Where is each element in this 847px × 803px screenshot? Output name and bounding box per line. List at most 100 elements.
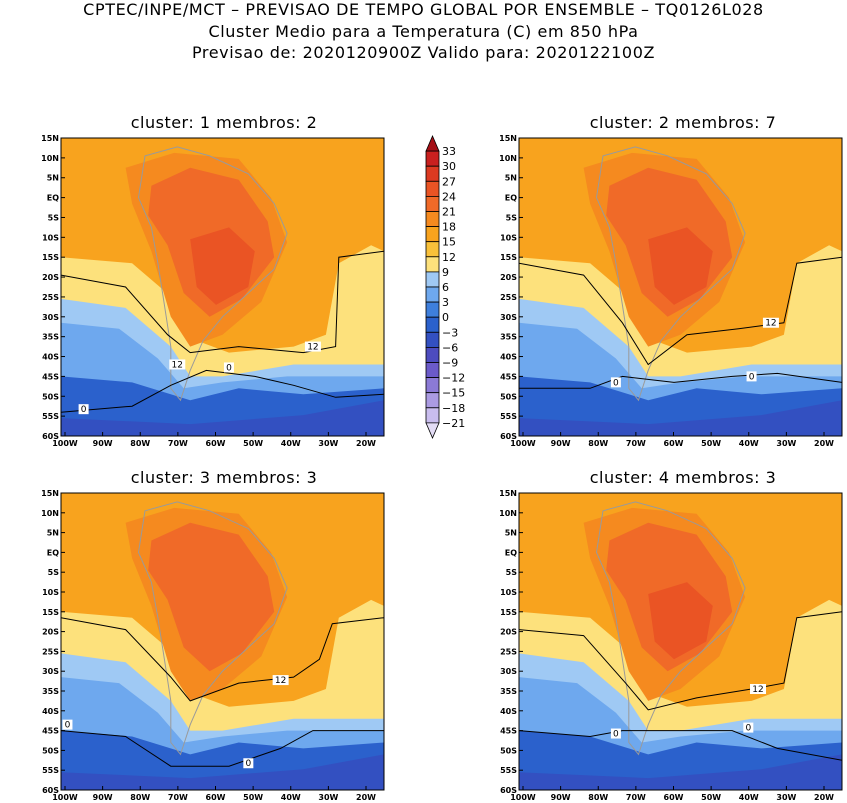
colorbar-label: 15 — [442, 236, 456, 249]
lat-tick-label: 50S — [42, 746, 59, 755]
lon-tick-label: 40W — [281, 439, 301, 448]
lon-tick-label: 20W — [814, 439, 834, 448]
colorbar-label: 0 — [442, 311, 449, 324]
lat-tick-label: 10N — [499, 154, 517, 163]
lat-tick-label: 60S — [42, 786, 59, 795]
lat-tick-label: 35S — [42, 687, 59, 696]
colorbar-cell — [425, 377, 440, 394]
lat-tick-label: 45S — [42, 372, 59, 381]
lon-tick-label: 80W — [130, 793, 150, 802]
lat-tick-label: 15N — [41, 134, 59, 143]
header-line-1: CPTEC/INPE/MCT – PREVISAO DE TEMPO GLOBA… — [83, 0, 764, 19]
lon-tick-label: 80W — [588, 793, 608, 802]
lat-tick-label: EQ — [505, 194, 517, 203]
colorbar-cell — [425, 346, 440, 363]
lat-tick-label: 5N — [505, 174, 517, 183]
lat-tick-label: 15N — [499, 134, 517, 143]
panel-4-title: cluster: 4 membros: 3 — [589, 468, 777, 487]
lon-tick-label: 70W — [168, 439, 188, 448]
contour-label: 0 — [613, 378, 619, 388]
colorbar-cell — [425, 165, 440, 182]
colorbar-cell — [425, 195, 440, 212]
colorbar-cell — [425, 407, 440, 424]
map-panel-4: 12 0 0 15N 10N 5N EQ 5S 10S 15S 20S 25S 30S 35S 40S 45S… — [499, 489, 843, 802]
lat-tick-label: 30S — [42, 667, 59, 676]
lat-tick-label: 20S — [42, 628, 59, 637]
lon-tick-label: 60W — [206, 793, 226, 802]
lon-tick-label: 100W — [52, 793, 78, 802]
colorbar-label: 6 — [442, 281, 449, 294]
lat-tick-label: 45S — [500, 727, 517, 736]
contour-label: 0 — [245, 759, 251, 769]
lat-tick-label: 50S — [500, 392, 517, 401]
contour-12 — [519, 256, 842, 366]
header-line-2: Cluster Medio para a Temperatura (C) em … — [208, 22, 639, 41]
lat-tick-label: 5S — [506, 213, 518, 222]
lat-tick-label: EQ — [47, 548, 59, 557]
colorbar-label: −6 — [442, 341, 458, 354]
colorbar-label: 27 — [442, 175, 456, 188]
contour-label: 12 — [172, 360, 183, 370]
lat-tick-label: 5S — [48, 568, 60, 577]
lat-tick-label: 15S — [500, 608, 517, 617]
lat-tick-label: 40S — [42, 353, 59, 362]
lon-tick-label: 50W — [701, 439, 721, 448]
colorbar-label: 12 — [442, 251, 456, 264]
field-21-band — [148, 522, 275, 672]
lon-tick-label: 20W — [356, 439, 376, 448]
continent-outline — [595, 146, 746, 402]
colorbar-label: 9 — [442, 266, 449, 279]
lat-tick-label: 5N — [47, 529, 59, 538]
lat-tick-label: 5S — [506, 568, 518, 577]
lon-tick-label: 60W — [206, 439, 226, 448]
lat-tick-label: 55S — [42, 766, 59, 775]
panel-frame — [518, 137, 843, 437]
lat-tick-label: 25S — [42, 647, 59, 656]
lat-tick-label: 20S — [500, 273, 517, 282]
colorbar-label: −3 — [442, 326, 458, 339]
lon-tick-label: 70W — [168, 793, 188, 802]
lat-tick-label: 5N — [47, 174, 59, 183]
colorbar-label: 18 — [442, 221, 456, 234]
colorbar-cell — [425, 241, 440, 258]
lon-tick-label: 90W — [93, 439, 113, 448]
map-panel-3: 12 0 0 15N 10N 5N EQ 5S 10S 15S 20S 25S 30S 35S 40S 45S… — [41, 489, 385, 802]
lat-tick-label: 25S — [42, 293, 59, 302]
lat-tick-label: 60S — [42, 432, 59, 441]
field-24-band — [648, 227, 713, 305]
lon-tick-label: 30W — [318, 439, 338, 448]
lat-tick-label: 5S — [48, 213, 60, 222]
colorbar-cell — [425, 271, 440, 288]
lat-tick-label: 40S — [42, 707, 59, 716]
lat-tick-label: 10S — [500, 233, 517, 242]
colorbar-label: 30 — [442, 160, 456, 173]
lat-tick-label: 45S — [500, 372, 517, 381]
lon-tick-label: 80W — [588, 439, 608, 448]
header-line-3: Previsao de: 2020120900Z Valido para: 20… — [191, 43, 656, 62]
contour-label: 12 — [307, 343, 318, 353]
lat-tick-label: 45S — [42, 727, 59, 736]
lat-tick-label: 40S — [500, 707, 517, 716]
lon-tick-label: 60W — [664, 793, 684, 802]
lon-tick-label: 30W — [318, 793, 338, 802]
lat-tick-label: 35S — [500, 333, 517, 342]
contour-label: 0 — [226, 363, 232, 373]
field-minus3-band — [61, 754, 384, 790]
contour-0 — [61, 369, 384, 413]
colorbar-label: −12 — [442, 372, 465, 385]
lat-tick-label: 40S — [500, 353, 517, 362]
lat-tick-label: 5N — [505, 529, 517, 538]
continent-outline — [137, 146, 288, 402]
map-panel-1: 12 12 0 0 15N 10N 5N EQ 5S 10S 15S 20S 25S 30S 35S 40S 4… — [41, 134, 385, 448]
colorbar-label: −9 — [442, 357, 458, 370]
panel-frame — [60, 492, 385, 791]
map-panel-2: 12 0 0 15N 10N 5N EQ 5S 10S 15S 20S 25S 30S 35S 40S 45S… — [499, 134, 843, 448]
lon-tick-label: 40W — [739, 793, 759, 802]
lon-tick-label: 40W — [739, 439, 759, 448]
colorbar-cell — [425, 150, 440, 167]
lon-tick-label: 30W — [776, 793, 796, 802]
lat-tick-label: 10S — [500, 588, 517, 597]
lat-tick-label: 25S — [500, 293, 517, 302]
lat-tick-label: 55S — [42, 412, 59, 421]
